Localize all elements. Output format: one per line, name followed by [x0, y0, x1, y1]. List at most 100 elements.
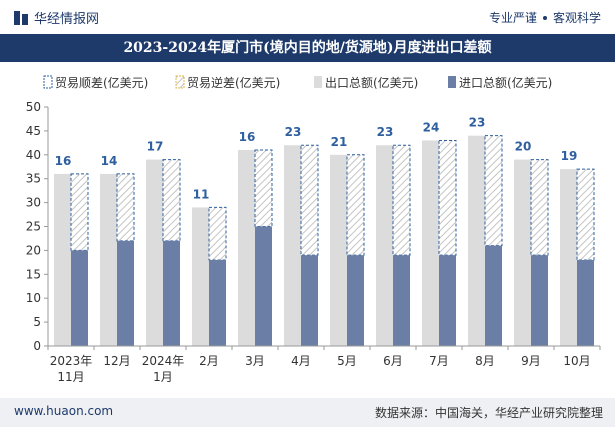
- slogan-right: 客观科学: [552, 11, 601, 25]
- export-bar-7: [376, 145, 393, 346]
- surplus-bar-10: [530, 159, 549, 256]
- export-bar-0: [54, 173, 71, 346]
- x-tick-label-line: 2月: [199, 354, 219, 368]
- x-tick-label-6: 5月: [337, 354, 357, 368]
- surplus-bar-2: [162, 159, 181, 242]
- surplus-label-0: 16: [55, 154, 72, 168]
- surplus-label-4: 16: [239, 130, 256, 144]
- footer-source: 数据来源：中国海关，华经产业研究院整理: [374, 406, 603, 420]
- export-bar-1: [100, 173, 117, 346]
- x-tick-label-line: 3月: [245, 354, 265, 368]
- legend-label-1: 贸易逆差(亿美元): [187, 75, 280, 90]
- legend-swatch-1: [175, 75, 185, 89]
- x-tick-label-line: 7月: [429, 354, 449, 368]
- import-bar-4: [255, 226, 272, 346]
- import-bar-6: [347, 255, 364, 346]
- surplus-bar-11: [576, 168, 595, 261]
- x-tick-label-3: 2月: [199, 354, 219, 368]
- x-tick-label-4: 3月: [245, 354, 265, 368]
- export-bar-4: [238, 150, 255, 346]
- x-tick-label-line: 11月: [57, 370, 84, 384]
- import-bar-5: [301, 255, 318, 346]
- brand[interactable]: 华经情报网: [14, 8, 99, 27]
- import-bar-3: [209, 259, 226, 346]
- y-tick-label-25: 25: [26, 220, 41, 234]
- legend: 贸易顺差(亿美元) 贸易逆差(亿美元) 出口总额(亿美元) 进口总额(亿美元): [43, 75, 552, 90]
- footer-url[interactable]: www.huaon.com: [14, 404, 114, 418]
- x-tick-label-line: 4月: [291, 354, 311, 368]
- surplus-label-11: 19: [561, 149, 578, 163]
- export-bar-5: [284, 145, 301, 346]
- x-tick-label-line: 2023年: [50, 354, 93, 368]
- import-bar-10: [531, 255, 548, 346]
- x-tick-label-2: 2024年 1月: [142, 354, 185, 384]
- footer: www.huaon.com 数据来源：中国海关，华经产业研究院整理: [0, 398, 615, 427]
- export-bar-8: [422, 140, 439, 346]
- export-bar-2: [146, 159, 163, 346]
- import-bar-1: [117, 240, 134, 346]
- legend-swatch-0: [43, 75, 53, 89]
- surplus-label-7: 23: [377, 125, 394, 139]
- x-tick-label-line: 6月: [383, 354, 403, 368]
- y-tick-label-5: 5: [33, 315, 41, 329]
- surplus-bar-0: [70, 173, 89, 251]
- export-bar-11: [560, 169, 577, 346]
- surplus-label-6: 21: [331, 135, 348, 149]
- bars: 16 14 17 11 16 23 21 23 24 23 20 19: [54, 116, 595, 346]
- legend-swatch-3: [448, 76, 456, 88]
- x-tick-label-8: 7月: [429, 354, 449, 368]
- x-tick-label-line: 12月: [103, 354, 130, 368]
- surplus-bar-9: [484, 135, 503, 247]
- x-tick-label-5: 4月: [291, 354, 311, 368]
- x-tick-label-1: 12月: [103, 354, 130, 368]
- import-bar-2: [163, 240, 180, 346]
- y-tick-label-15: 15: [26, 267, 41, 281]
- chart-area: 贸易顺差(亿美元) 贸易逆差(亿美元) 出口总额(亿美元) 进口总额(亿美元) 0 5 1…: [26, 75, 601, 384]
- y-tick-label-45: 45: [26, 124, 41, 138]
- import-bar-9: [485, 245, 502, 346]
- x-tick-label-11: 10月: [563, 354, 590, 368]
- slogan: 专业严谨 客观科学: [489, 9, 601, 26]
- legend-label-2: 出口总额(亿美元): [325, 75, 418, 90]
- export-bar-6: [330, 154, 347, 346]
- x-tick-label-line: 9月: [521, 354, 541, 368]
- x-tick-label-0: 2023年 11月: [50, 354, 93, 384]
- import-bar-0: [71, 250, 88, 346]
- x-tick-label-line: 8月: [475, 354, 495, 368]
- import-bar-7: [393, 255, 410, 346]
- export-bar-3: [192, 207, 209, 346]
- y-tick-label-35: 35: [26, 172, 41, 186]
- surplus-label-1: 14: [101, 154, 118, 168]
- x-tick-label-7: 6月: [383, 354, 403, 368]
- brand-logo-icon: [14, 10, 28, 25]
- y-tick-label-50: 50: [26, 100, 41, 114]
- chart-title: 2023-2024年厦门市(境内目的地/货源地)月度进出口差额: [0, 34, 615, 62]
- x-tick-label-line: 1月: [153, 370, 173, 384]
- surplus-label-8: 24: [423, 120, 440, 134]
- legend-label-0: 贸易顺差(亿美元): [55, 75, 148, 90]
- x-tick-label-10: 9月: [521, 354, 541, 368]
- export-bar-10: [514, 159, 531, 346]
- surplus-bar-4: [254, 149, 273, 227]
- surplus-label-2: 17: [147, 140, 164, 154]
- surplus-bar-5: [300, 144, 319, 256]
- x-tick-label-line: 2024年: [142, 354, 185, 368]
- top-bar: 华经情报网 专业严谨 客观科学: [0, 0, 615, 34]
- surplus-bar-1: [116, 173, 135, 242]
- import-bar-8: [439, 255, 456, 346]
- slogan-dot-icon: [542, 15, 547, 20]
- x-tick-label-line: 5月: [337, 354, 357, 368]
- legend-label-3: 进口总额(亿美元): [459, 75, 552, 90]
- surplus-label-9: 23: [469, 116, 486, 130]
- export-bar-9: [468, 135, 485, 346]
- y-tick-label-0: 0: [33, 339, 41, 353]
- legend-swatch-2: [314, 76, 322, 88]
- surplus-bar-6: [346, 154, 365, 256]
- surplus-label-3: 11: [193, 187, 210, 201]
- y-tick-label-40: 40: [26, 148, 41, 162]
- y-tick-label-20: 20: [26, 243, 41, 257]
- x-tick-label-line: 10月: [563, 354, 590, 368]
- surplus-bar-8: [438, 139, 457, 256]
- import-bar-11: [577, 259, 594, 346]
- surplus-bar-3: [208, 206, 227, 261]
